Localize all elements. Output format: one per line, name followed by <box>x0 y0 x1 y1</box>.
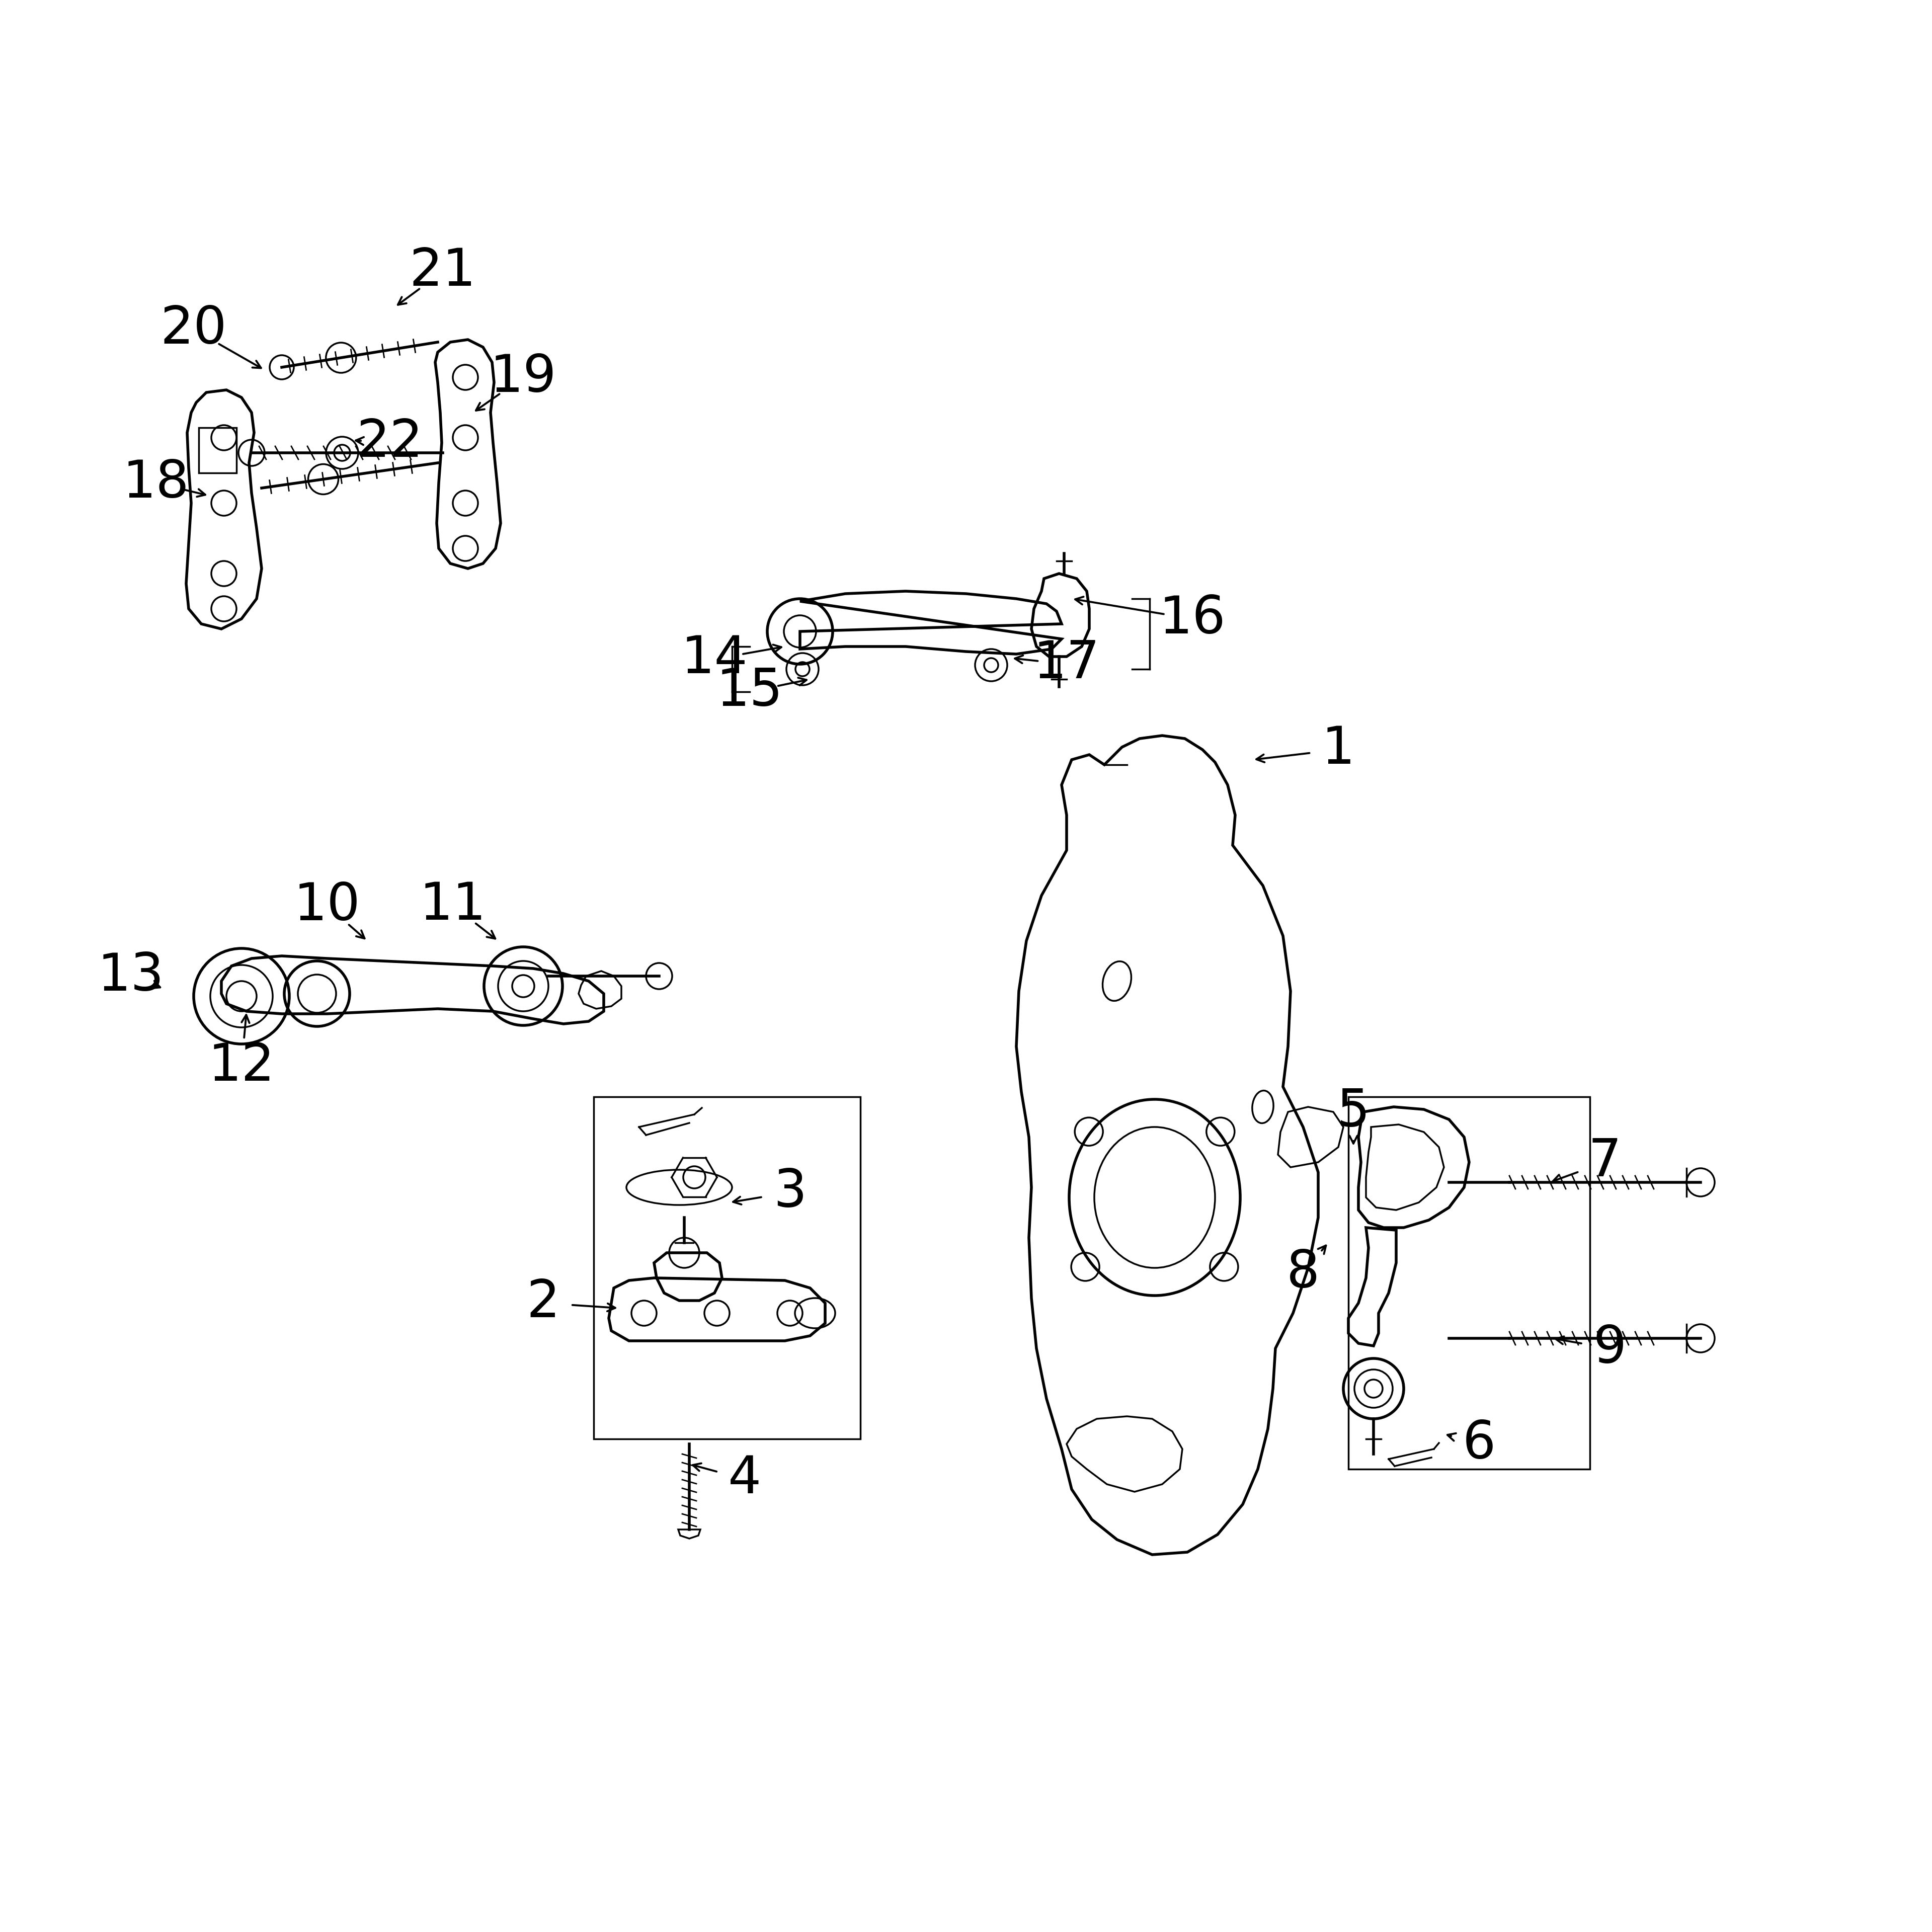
Bar <box>199 427 236 473</box>
Bar <box>1349 1097 1590 1468</box>
Text: 2: 2 <box>527 1277 560 1329</box>
Text: 4: 4 <box>728 1453 761 1505</box>
Text: 12: 12 <box>209 1041 274 1092</box>
Text: 13: 13 <box>97 951 164 1001</box>
Text: 11: 11 <box>419 881 487 931</box>
Bar <box>593 1097 860 1439</box>
Text: 15: 15 <box>717 667 782 717</box>
Text: 18: 18 <box>122 458 189 508</box>
Text: 19: 19 <box>491 352 556 402</box>
Text: 7: 7 <box>1588 1136 1621 1188</box>
Text: 17: 17 <box>1034 639 1099 690</box>
Text: 16: 16 <box>1159 593 1225 643</box>
Text: 1: 1 <box>1321 725 1354 775</box>
Text: 6: 6 <box>1463 1418 1495 1470</box>
Text: 22: 22 <box>357 417 423 468</box>
Text: 20: 20 <box>160 303 228 355</box>
Text: 8: 8 <box>1287 1248 1320 1298</box>
Text: 14: 14 <box>682 634 748 684</box>
Text: 10: 10 <box>294 881 361 931</box>
Text: 9: 9 <box>1594 1323 1627 1374</box>
Text: 5: 5 <box>1337 1086 1370 1138</box>
Text: 3: 3 <box>773 1167 806 1217</box>
Text: 21: 21 <box>410 245 475 298</box>
